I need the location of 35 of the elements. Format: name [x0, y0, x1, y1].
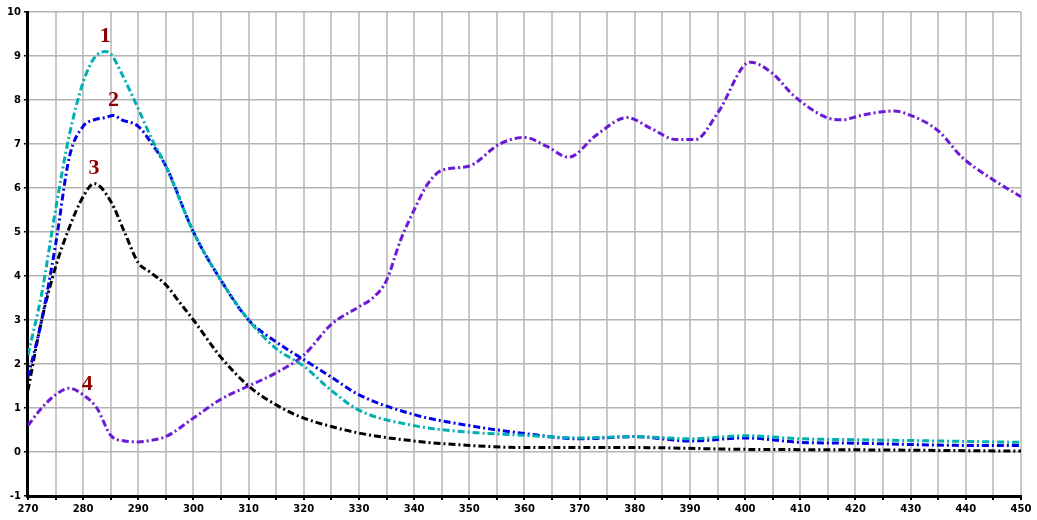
- series-label: 4: [81, 369, 93, 395]
- y-tick-label: 4: [13, 269, 21, 281]
- y-tick-label: 5: [13, 225, 21, 237]
- x-tick-label: 360: [514, 502, 535, 514]
- x-tick-label: 310: [238, 502, 260, 514]
- y-tick-label: 2: [13, 357, 21, 369]
- y-tick-label: 9: [13, 49, 21, 61]
- y-tick-label: 10: [6, 5, 21, 17]
- x-tick-label: 290: [127, 502, 149, 514]
- y-tick-label: 0: [13, 445, 21, 457]
- x-tick-label: 450: [1010, 502, 1032, 514]
- series-label: 1: [99, 22, 111, 48]
- x-tick-label: 340: [403, 502, 425, 514]
- x-tick-label: 300: [182, 502, 204, 514]
- x-tick-label: 390: [679, 502, 701, 514]
- series-label: 3: [88, 154, 100, 180]
- x-tick-label: 380: [624, 502, 646, 514]
- x-tick-label: 370: [569, 502, 591, 514]
- y-tick-label: 1: [13, 401, 21, 413]
- x-tick-label: 420: [845, 502, 866, 514]
- y-tick-label: 7: [13, 137, 21, 149]
- x-tick-label: 350: [458, 502, 480, 514]
- series-label: 2: [107, 86, 119, 112]
- y-tick-label: -1: [9, 489, 21, 501]
- x-tick-label: 400: [734, 502, 756, 514]
- y-tick-label: 8: [13, 93, 21, 105]
- x-tick-label: 320: [293, 502, 315, 514]
- x-tick-label: 430: [900, 502, 922, 514]
- x-tick-label: 330: [348, 502, 370, 514]
- x-tick-label: 270: [17, 502, 39, 514]
- y-tick-label: 6: [13, 181, 21, 193]
- y-tick-label: 3: [13, 313, 21, 325]
- x-tick-label: 410: [789, 502, 811, 514]
- x-tick-label: 440: [955, 502, 977, 514]
- x-tick-label: 280: [72, 502, 94, 514]
